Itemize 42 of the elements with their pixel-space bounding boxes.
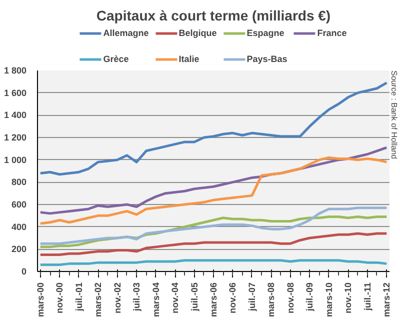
x-tick-label: nov.-00	[54, 282, 65, 314]
x-tick-label: juil.-11	[362, 282, 372, 312]
x-tick-label: juil.-01	[74, 282, 84, 312]
line-series	[39, 232, 388, 256]
line-series	[39, 156, 388, 225]
line-series	[39, 206, 388, 245]
legend-label: France	[317, 28, 347, 38]
y-tick-label: 1 800	[4, 66, 27, 76]
annotation: Source : Bank of Holland	[390, 70, 398, 159]
x-tick-label: juil.-05	[189, 282, 200, 312]
y-tick-label: 200	[11, 244, 27, 254]
legend-label: Pays-Bas	[246, 54, 288, 64]
x-tick-label: mars-10	[324, 282, 334, 318]
x-tick-label: nov.-10	[343, 282, 354, 314]
x-tick-label: nov.-06	[228, 282, 238, 314]
x-tick-label: nov.-04	[170, 282, 180, 314]
legend-label: Allemagne	[103, 28, 149, 38]
x-tick-label: mars-00	[35, 282, 46, 318]
x-tick-label: mars-02	[93, 282, 104, 318]
y-tick-label: 0	[21, 266, 27, 276]
y-tick-label: 400	[11, 222, 27, 232]
x-tick-label: mars-12	[382, 282, 392, 318]
y-tick-label: 1 200	[4, 132, 27, 142]
chart-title: Capitaux à court terme (milliards €)	[96, 8, 331, 24]
x-tick-label: juil.-07	[246, 282, 257, 312]
y-tick-label: 1 400	[4, 110, 27, 120]
y-tick-label: 1 600	[4, 88, 27, 98]
x-tick-label: mars-08	[266, 282, 276, 318]
legend-label: Belgique	[178, 28, 217, 38]
y-tick-label: 800	[11, 177, 27, 188]
y-tick-label: 1 000	[4, 154, 27, 165]
x-tick-label: juil.-09	[304, 282, 315, 312]
x-tick-label: juil.-03	[132, 282, 142, 312]
legend-label: Grèce	[103, 54, 129, 64]
legend-label: Espagne	[246, 28, 284, 38]
line-series	[39, 82, 388, 176]
x-tick-label: mars-06	[208, 282, 218, 318]
legend-label: Italie	[178, 54, 200, 64]
y-tick-label: 600	[11, 200, 27, 210]
x-tick-label: mars-04	[150, 282, 161, 318]
x-tick-label: nov.-02	[112, 282, 122, 314]
x-tick-label: nov.-08	[285, 282, 296, 314]
